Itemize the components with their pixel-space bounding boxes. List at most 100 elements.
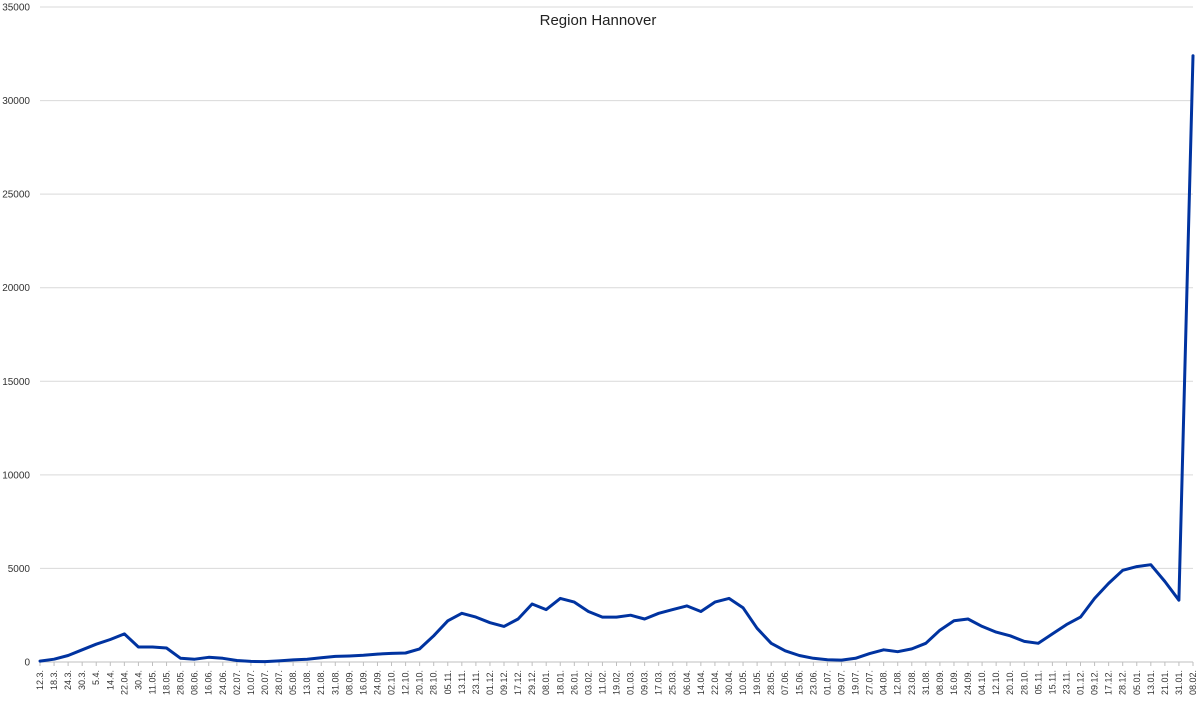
data-point bbox=[826, 658, 829, 661]
x-tick-label: 09.03. bbox=[640, 670, 650, 695]
data-point bbox=[474, 615, 478, 619]
x-tick-label: 17.12. bbox=[1104, 670, 1114, 695]
data-point bbox=[207, 656, 210, 659]
data-point bbox=[896, 650, 899, 653]
data-point bbox=[81, 648, 84, 651]
x-tick-label: 19.05. bbox=[752, 670, 762, 695]
data-point bbox=[755, 627, 759, 630]
data-point bbox=[123, 632, 126, 636]
x-tick-label: 01.12. bbox=[1076, 670, 1086, 695]
x-tick-label: 31.08. bbox=[330, 670, 340, 695]
data-point bbox=[573, 600, 576, 604]
data-point bbox=[840, 658, 843, 662]
data-point bbox=[587, 610, 590, 613]
x-tick-label: 24.09. bbox=[963, 670, 973, 695]
x-tick-label: 10.05. bbox=[738, 670, 748, 695]
x-tick-label: 28.12. bbox=[1118, 670, 1128, 695]
x-tick-label: 18.01. bbox=[555, 670, 565, 695]
x-tick-label: 16.09. bbox=[949, 670, 959, 695]
x-tick-label: 23.11. bbox=[1061, 670, 1071, 694]
data-point bbox=[530, 602, 534, 606]
data-point bbox=[657, 612, 660, 615]
x-tick-label: 04.10. bbox=[977, 670, 987, 695]
x-tick-label: 02.10. bbox=[387, 670, 397, 695]
data-point bbox=[713, 600, 717, 604]
x-tick-label: 31.01. bbox=[1174, 670, 1184, 695]
data-point bbox=[980, 625, 984, 628]
x-tick-label: 01.12. bbox=[485, 670, 495, 695]
data-point bbox=[924, 642, 927, 645]
x-tick-label: 20.07. bbox=[260, 670, 270, 695]
x-tick-label: 20.10. bbox=[1005, 670, 1015, 695]
x-tick-label: 23.08. bbox=[907, 670, 917, 695]
series-line-0 bbox=[38, 54, 1195, 664]
data-point bbox=[559, 597, 562, 600]
x-tick-label: 19.07. bbox=[851, 670, 861, 695]
x-tick-label: 05.11. bbox=[1033, 670, 1043, 694]
y-tick-label: 5000 bbox=[8, 564, 31, 575]
x-tick-label: 18.05. bbox=[162, 670, 172, 695]
y-tick-label: 20000 bbox=[2, 283, 30, 294]
x-tick-label: 13.01. bbox=[1146, 670, 1156, 695]
data-point bbox=[1009, 634, 1012, 637]
data-point bbox=[1121, 569, 1124, 572]
x-tick-label: 31.08. bbox=[921, 670, 931, 695]
x-tick-label: 28.07. bbox=[274, 670, 284, 695]
data-point bbox=[727, 597, 731, 600]
y-tick-label: 35000 bbox=[2, 3, 30, 14]
data-point bbox=[1135, 565, 1139, 568]
data-point bbox=[545, 608, 548, 611]
x-tick-label: 21.01. bbox=[1160, 670, 1170, 695]
x-tick-label: 08.06. bbox=[190, 670, 200, 695]
data-point bbox=[320, 656, 323, 659]
data-point bbox=[1107, 582, 1110, 585]
data-point bbox=[601, 615, 604, 619]
x-tick-label: 24.06. bbox=[218, 670, 228, 695]
x-tick-label: 15.06. bbox=[794, 670, 804, 695]
x-tick-label: 08.09. bbox=[935, 670, 945, 695]
x-tick-label: 28.10. bbox=[429, 670, 439, 695]
data-point bbox=[741, 606, 745, 609]
x-tick-label: 06.04. bbox=[682, 670, 692, 695]
x-tick-label: 12.08. bbox=[893, 670, 903, 695]
data-point bbox=[1051, 632, 1054, 636]
data-point bbox=[516, 617, 520, 621]
data-point bbox=[1093, 597, 1096, 600]
data-point bbox=[179, 657, 182, 660]
data-point bbox=[235, 659, 239, 662]
data-point bbox=[1149, 563, 1153, 566]
x-tick-label: 24.09. bbox=[372, 670, 382, 695]
data-point bbox=[221, 657, 224, 660]
x-tick-label: 02.07. bbox=[232, 670, 242, 695]
x-tick-label: 26.01. bbox=[569, 670, 579, 695]
data-point bbox=[151, 645, 154, 649]
data-point bbox=[938, 629, 942, 632]
x-tick-label: 01.07. bbox=[822, 670, 832, 695]
x-tick-label: 10.07. bbox=[246, 670, 256, 695]
data-point bbox=[784, 649, 787, 652]
data-point bbox=[671, 608, 674, 611]
x-tick-label: 22.04. bbox=[119, 670, 129, 695]
data-point bbox=[1163, 580, 1167, 583]
x-tick-label: 15.11. bbox=[1047, 670, 1057, 694]
data-point bbox=[1023, 640, 1026, 643]
data-point bbox=[685, 604, 688, 608]
x-tick-label: 13.11. bbox=[457, 670, 467, 694]
data-point bbox=[376, 652, 379, 656]
x-tick-label: 07.06. bbox=[780, 670, 790, 695]
x-tick-label: 18.3. bbox=[49, 670, 59, 690]
data-point bbox=[798, 654, 801, 657]
x-tick-label: 03.02. bbox=[583, 670, 593, 695]
x-tick-label: 30.3. bbox=[77, 670, 87, 690]
x-tick-label: 04.08. bbox=[879, 670, 889, 695]
data-point bbox=[446, 619, 449, 622]
x-tick-label: 09.12. bbox=[499, 670, 509, 695]
x-tick-label: 24.3. bbox=[63, 670, 73, 690]
data-point bbox=[193, 658, 196, 661]
y-tick-label: 30000 bbox=[2, 96, 30, 107]
series-layer bbox=[38, 54, 1195, 664]
x-tick-label: 11.05. bbox=[147, 670, 157, 694]
x-tick-label: 13.08. bbox=[302, 670, 312, 695]
x-tick-label: 17.03. bbox=[654, 670, 664, 695]
